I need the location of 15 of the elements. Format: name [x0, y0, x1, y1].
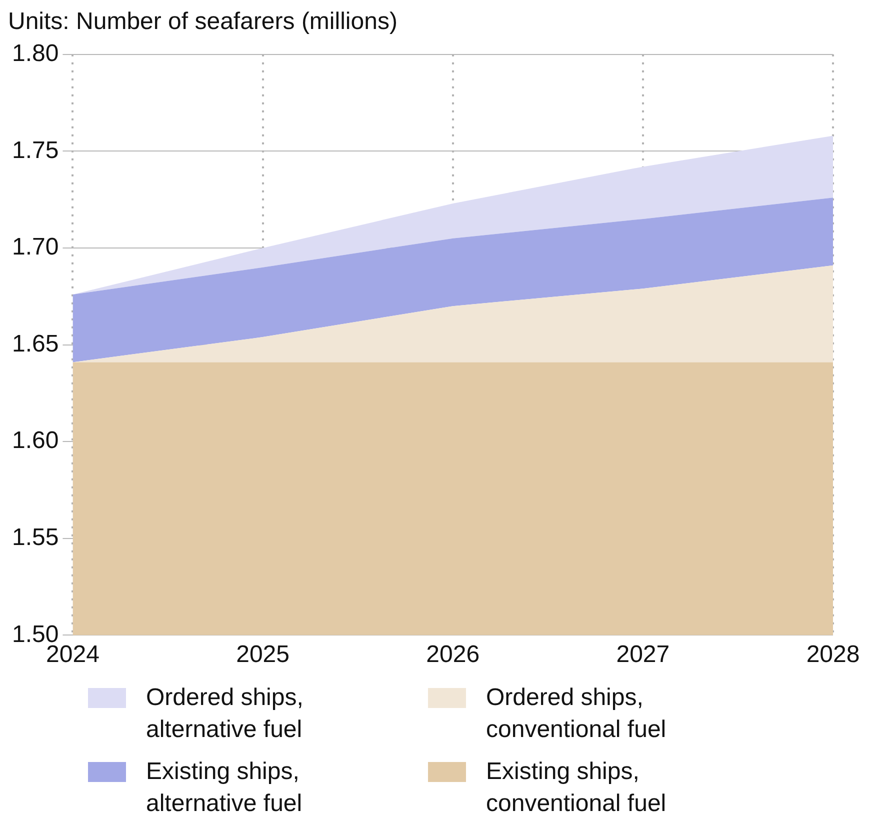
y-tick-label: 1.55	[12, 524, 59, 552]
x-tick-label: 2025	[236, 641, 290, 668]
y-tick-label: 1.75	[12, 136, 59, 164]
legend-label: Ordered ships, conventional fuel	[486, 683, 668, 745]
y-tick-label: 1.60	[12, 427, 59, 454]
x-tick-label: 2028	[806, 641, 860, 668]
y-tick-label: 1.70	[12, 234, 59, 261]
x-tick-label: 2027	[616, 641, 670, 668]
legend-label: Existing ships, alternative fuel	[146, 757, 304, 819]
legend-label: Existing ships, conventional fuel	[486, 757, 668, 819]
legend-label: Ordered ships, alternative fuel	[146, 683, 304, 745]
y-tick-label: 1.65	[12, 330, 59, 358]
x-tick-label: 2026	[426, 641, 480, 668]
chart-title: Units: Number of seafarers (millions)	[8, 8, 398, 36]
y-tick-label: 1.80	[12, 40, 59, 68]
